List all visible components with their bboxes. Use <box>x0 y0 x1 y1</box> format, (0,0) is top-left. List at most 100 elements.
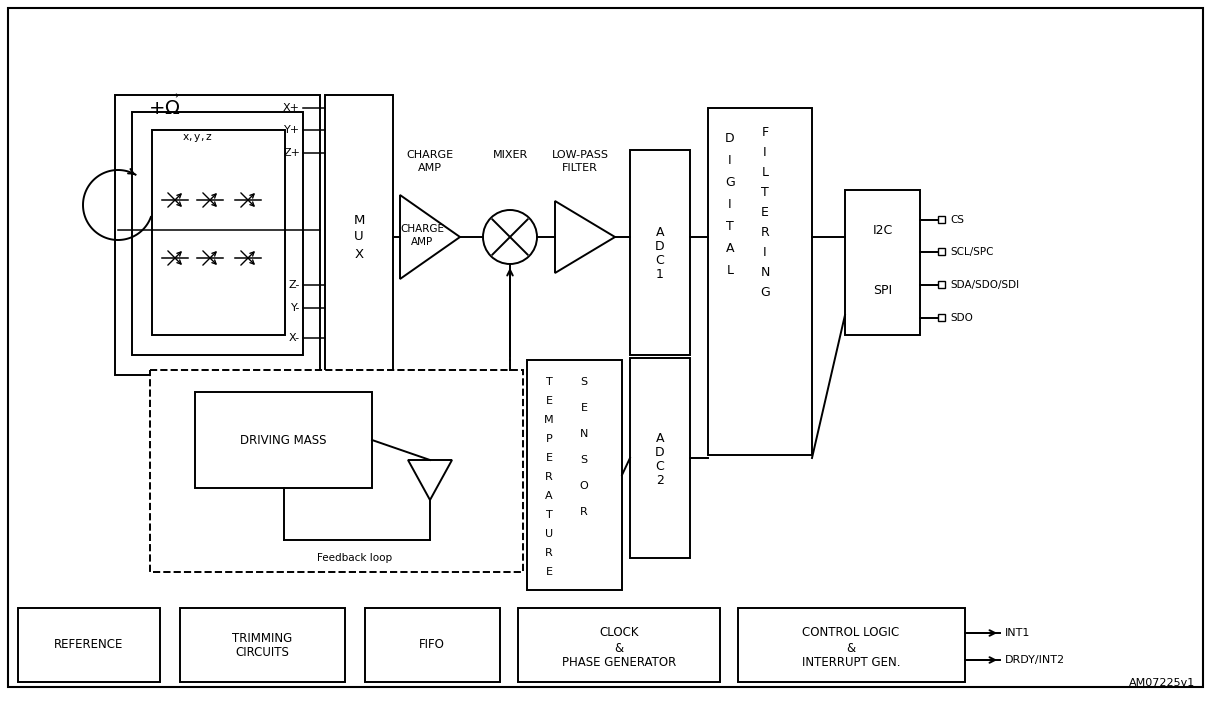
Text: CHARGE: CHARGE <box>400 224 444 234</box>
Text: $_{\mathrm{x,y,z}}$: $_{\mathrm{x,y,z}}$ <box>182 130 213 145</box>
Text: G: G <box>725 176 735 188</box>
Text: $+\vec{\Omega}$: $+\vec{\Omega}$ <box>147 95 180 120</box>
Text: 2: 2 <box>656 474 664 486</box>
Bar <box>937 216 945 223</box>
Bar <box>630 358 690 558</box>
Bar <box>364 608 500 682</box>
Text: INTERRUPT GEN.: INTERRUPT GEN. <box>802 657 901 669</box>
Text: S: S <box>580 377 588 387</box>
Text: FILTER: FILTER <box>562 163 599 173</box>
Text: CS: CS <box>950 215 964 225</box>
Text: I2C: I2C <box>873 224 892 236</box>
Text: Z+: Z+ <box>283 148 300 158</box>
Text: U: U <box>355 231 363 243</box>
Bar <box>737 608 965 682</box>
Text: I: I <box>728 198 731 210</box>
Text: N: N <box>580 429 589 439</box>
Text: Feedback loop: Feedback loop <box>317 553 393 563</box>
Text: D: D <box>655 446 664 458</box>
Text: G: G <box>761 287 770 299</box>
Text: T: T <box>546 377 552 387</box>
Bar <box>937 248 945 255</box>
Text: D: D <box>725 131 735 145</box>
Bar <box>630 150 690 355</box>
Text: Y-: Y- <box>290 303 300 313</box>
Text: N: N <box>761 266 769 280</box>
Text: E: E <box>545 453 552 463</box>
Text: P: P <box>546 434 552 444</box>
Text: REFERENCE: REFERENCE <box>55 638 123 652</box>
Text: T: T <box>546 510 552 520</box>
Text: CLOCK: CLOCK <box>600 626 639 640</box>
Text: AM07225v1: AM07225v1 <box>1129 678 1195 688</box>
Bar <box>708 108 812 455</box>
Text: L: L <box>762 167 768 179</box>
Text: X+: X+ <box>283 103 300 113</box>
Text: T: T <box>761 186 769 200</box>
Text: CHARGE: CHARGE <box>406 150 453 160</box>
Text: X: X <box>355 247 363 261</box>
Text: U: U <box>545 529 553 539</box>
Bar <box>152 130 285 335</box>
Bar <box>518 608 720 682</box>
Bar <box>195 392 372 488</box>
Text: SDO: SDO <box>950 313 973 323</box>
Text: E: E <box>580 403 588 413</box>
Text: PHASE GENERATOR: PHASE GENERATOR <box>562 657 677 669</box>
Bar <box>325 95 393 375</box>
Text: D: D <box>655 240 664 253</box>
Text: AMP: AMP <box>418 163 442 173</box>
Text: F: F <box>762 127 768 139</box>
Text: I: I <box>763 146 767 160</box>
Text: SPI: SPI <box>873 283 892 297</box>
Text: L: L <box>727 264 734 276</box>
Text: &: & <box>846 642 856 654</box>
Text: &: & <box>614 642 624 654</box>
Text: A: A <box>656 432 664 444</box>
Bar <box>527 360 622 590</box>
Text: I: I <box>728 153 731 167</box>
Text: T: T <box>727 219 734 233</box>
Text: S: S <box>580 455 588 465</box>
Text: FIFO: FIFO <box>419 638 445 652</box>
Text: SDA/SDO/SDI: SDA/SDO/SDI <box>950 280 1019 290</box>
Text: A: A <box>725 242 734 254</box>
Bar <box>937 281 945 288</box>
Text: A: A <box>545 491 552 501</box>
Text: C: C <box>656 254 664 267</box>
Text: E: E <box>545 567 552 577</box>
Bar <box>937 314 945 321</box>
Text: X-: X- <box>289 333 300 343</box>
Text: I: I <box>763 247 767 259</box>
Text: R: R <box>580 507 588 517</box>
Text: DRIVING MASS: DRIVING MASS <box>240 434 327 446</box>
Text: DRDY/INT2: DRDY/INT2 <box>1004 655 1065 665</box>
Bar <box>845 190 920 335</box>
Bar <box>132 112 304 355</box>
Text: MIXER: MIXER <box>492 150 528 160</box>
Bar <box>180 608 345 682</box>
Text: M: M <box>544 415 553 425</box>
Text: E: E <box>761 207 769 219</box>
Bar <box>115 95 321 375</box>
Text: R: R <box>545 548 553 558</box>
Text: R: R <box>545 472 553 482</box>
Text: AMP: AMP <box>411 237 433 247</box>
Text: INT1: INT1 <box>1004 628 1030 638</box>
Text: M: M <box>354 214 364 226</box>
Text: Y+: Y+ <box>284 125 300 135</box>
Text: CIRCUITS: CIRCUITS <box>235 647 289 659</box>
Text: CONTROL LOGIC: CONTROL LOGIC <box>802 626 900 640</box>
Text: E: E <box>545 396 552 406</box>
Text: LOW-PASS: LOW-PASS <box>551 150 608 160</box>
Text: R: R <box>761 226 769 240</box>
Text: TRIMMING: TRIMMING <box>232 631 293 645</box>
Text: SCL/SPC: SCL/SPC <box>950 247 993 257</box>
Text: A: A <box>656 226 664 239</box>
Bar <box>18 608 160 682</box>
Bar <box>150 370 523 572</box>
Text: 1: 1 <box>656 268 664 281</box>
Text: Z-: Z- <box>289 280 300 290</box>
Text: C: C <box>656 460 664 472</box>
Text: O: O <box>579 481 589 491</box>
